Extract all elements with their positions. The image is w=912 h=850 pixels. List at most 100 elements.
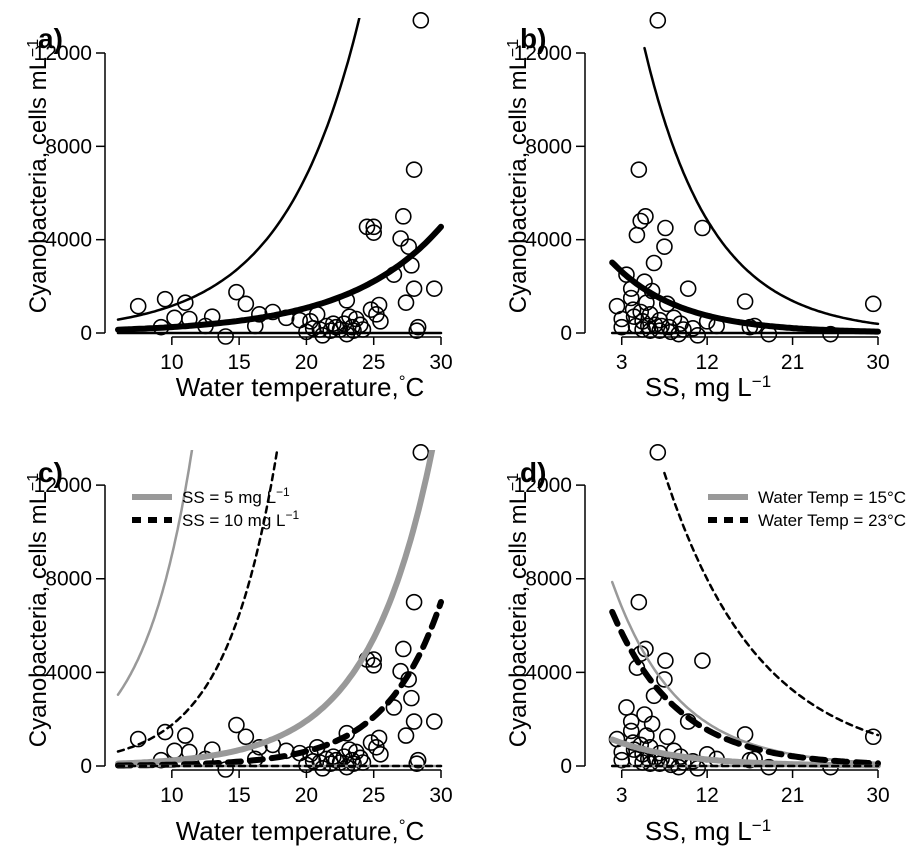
data-point [412,12,430,29]
data-point [632,303,650,321]
x-axis-label: Water temperature,°C [176,816,425,847]
data-point [637,208,654,225]
data-point [354,754,372,771]
y-tick-label: 8000 [45,135,92,158]
data-point [365,224,383,241]
x-tick-label: 30 [866,351,889,374]
curves-group [609,471,881,769]
data-point [176,727,194,744]
y-tick-label: 8000 [525,135,572,158]
data-point [630,593,648,611]
panel-tag: a) [38,23,63,54]
y-axis-label: Cyanobacteria, cells mL−1 [505,473,533,747]
curves-group [115,450,444,769]
y-tick-label: 0 [80,322,92,345]
x-tick-label: 10 [160,351,183,374]
data-point [397,294,415,311]
fit-curve [116,18,361,321]
legend-label: SS = 5 mg L−1 [182,485,290,507]
data-point [395,208,412,225]
data-point [657,219,674,237]
data-point [630,161,648,178]
data-point [362,301,380,318]
y-tick-label: 4000 [525,661,572,684]
data-point [129,297,147,315]
data-point [632,212,650,230]
data-point [649,12,667,29]
data-point [649,444,667,461]
data-point [864,295,882,313]
data-point [405,280,423,297]
curves-group [115,18,444,335]
data-point [322,322,339,339]
x-tick-label: 30 [866,784,889,807]
x-tick-label: 30 [429,351,452,374]
fit-curve [643,46,880,326]
y-axis-label: Cyanobacteria, cells mL−1 [505,39,533,313]
y-unit-sup: −1 [505,473,522,491]
y-tick-label: 0 [560,755,572,778]
x-tick-label: 10 [160,784,183,807]
data-point [656,671,673,688]
panel-d: d) 0 4000 8000 12000 3 12 21 30 SS, mg L−1 Cyanoba… [505,444,906,847]
data-point [643,715,661,733]
data-point [645,254,663,272]
x-axis-label: Water temperature,°C [176,372,425,403]
data-point [679,280,697,297]
data-point [425,713,443,730]
y-unit-sup: −1 [505,39,522,57]
data-point [314,327,331,344]
data-point [618,699,635,716]
data-point [736,293,754,310]
data-point [864,728,882,746]
data-point [405,593,423,611]
x-tick-label: 3 [616,351,628,374]
data-point [372,745,389,763]
panel-b: b) 0 4000 8000 12000 3 12 21 30 SS, mg L−1 Cyanoba… [505,12,890,402]
data-point [658,728,676,746]
curves-group [609,46,881,335]
y-tick-label: 4000 [525,229,572,252]
y-axis-label: Cyanobacteria, cells mL−1 [25,39,53,313]
data-point [370,729,388,747]
x-tick-label: 20 [295,351,318,374]
x-tick-label: 12 [695,784,718,807]
data-point [624,301,642,318]
data-point [322,755,339,772]
data-point [365,651,383,668]
data-point [636,706,653,723]
data-point [365,218,383,236]
data-point [694,652,711,669]
y-tick-label: 4000 [45,229,92,252]
y-axis-label: Cyanobacteria, cells mL−1 [25,473,53,747]
data-point [362,734,380,751]
data-point [166,309,183,327]
data-point [166,742,183,760]
data-point [425,280,443,297]
data-point [405,161,423,178]
x-tick-label: 30 [429,784,452,807]
fit-curve [116,450,279,753]
x-tick-label: 12 [695,351,718,374]
panel-tag: b) [520,23,546,54]
data-point [613,310,631,328]
fit-curve [610,580,880,765]
data-point [405,713,423,730]
data-point [641,322,659,339]
y-tick-label: 12000 [34,42,92,65]
legend-label: SS = 10 mg L−1 [182,508,299,530]
points-group [129,12,443,345]
x-tick-label: 3 [616,784,628,807]
data-point [622,713,640,730]
data-point [156,290,174,308]
data-point [403,689,420,707]
data-point [689,327,706,344]
data-point [156,723,174,741]
x-axis-label: SS, mg L−1 [645,816,771,847]
data-point [412,444,430,461]
legend-sup: −1 [285,508,299,522]
x-unit: C [406,372,425,402]
x-tick-label: 15 [227,351,250,374]
y-tick-label: 12000 [514,42,572,65]
